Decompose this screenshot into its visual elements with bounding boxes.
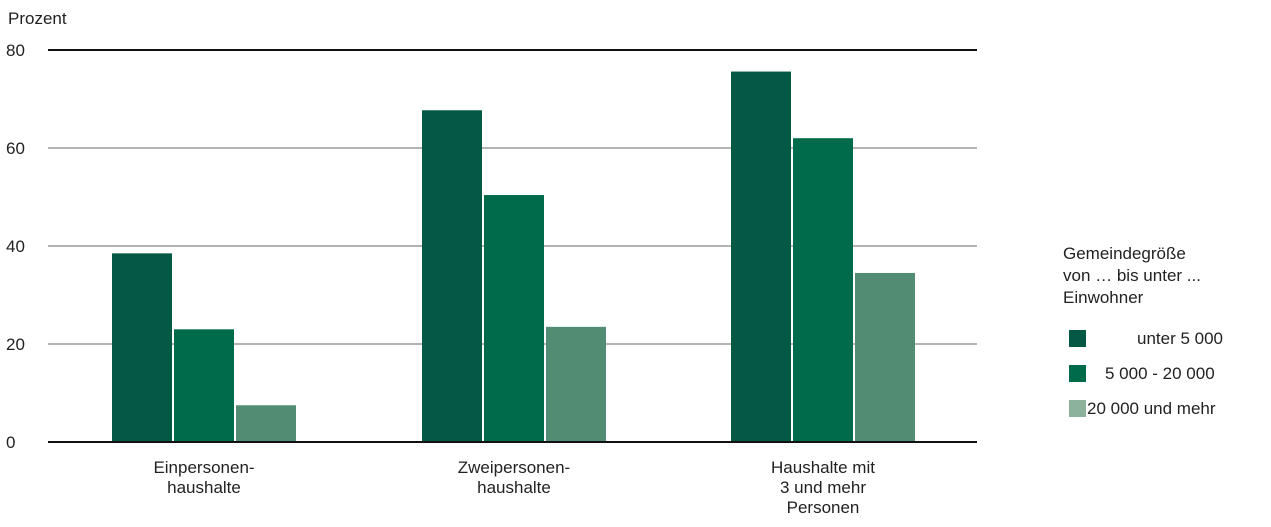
bar — [236, 405, 296, 442]
legend-item-20000-und-mehr: 20 000 und mehr — [1063, 398, 1268, 420]
y-tick-label: 40 — [6, 237, 25, 256]
y-tick-label: 0 — [6, 433, 15, 452]
bar — [112, 253, 172, 442]
x-category-label: 3 und mehr — [780, 478, 866, 497]
bar — [174, 329, 234, 442]
legend-label: unter 5 000 — [1137, 329, 1224, 348]
bar — [484, 195, 544, 442]
legend-title-line: Gemeindegröße — [1063, 244, 1186, 263]
x-category-label: Haushalte mit — [771, 458, 875, 477]
bar — [731, 71, 791, 442]
y-tick-label: 80 — [6, 41, 25, 60]
legend-item-unter-5000: unter 5 000 — [1063, 328, 1268, 350]
bar — [793, 138, 853, 442]
legend-swatch — [1069, 400, 1086, 417]
y-tick-label: 20 — [6, 335, 25, 354]
legend-label: 5 000 - 20 000 — [1105, 364, 1215, 383]
bar — [855, 272, 915, 442]
x-category-label: Zweipersonen- — [458, 458, 570, 477]
bar — [422, 110, 482, 443]
legend-title: Gemeindegröße von … bis unter ... Einwoh… — [1063, 243, 1268, 309]
x-category-label: haushalte — [167, 478, 241, 497]
x-category-label: haushalte — [477, 478, 551, 497]
legend-swatch — [1069, 330, 1086, 347]
legend-item-5000-20000: 5 000 - 20 000 — [1063, 363, 1268, 385]
x-category-label: Einpersonen- — [153, 458, 254, 477]
x-category-label: Personen — [787, 498, 860, 517]
y-tick-label: 60 — [6, 139, 25, 158]
legend: Gemeindegröße von … bis unter ... Einwoh… — [1063, 243, 1268, 433]
legend-title-line: von … bis unter ... — [1063, 266, 1201, 285]
legend-title-line: Einwohner — [1063, 288, 1144, 307]
legend-label: 20 000 und mehr — [1087, 399, 1216, 418]
legend-swatch — [1069, 365, 1086, 382]
y-axis-title: Prozent — [8, 9, 67, 28]
bar — [546, 326, 606, 442]
